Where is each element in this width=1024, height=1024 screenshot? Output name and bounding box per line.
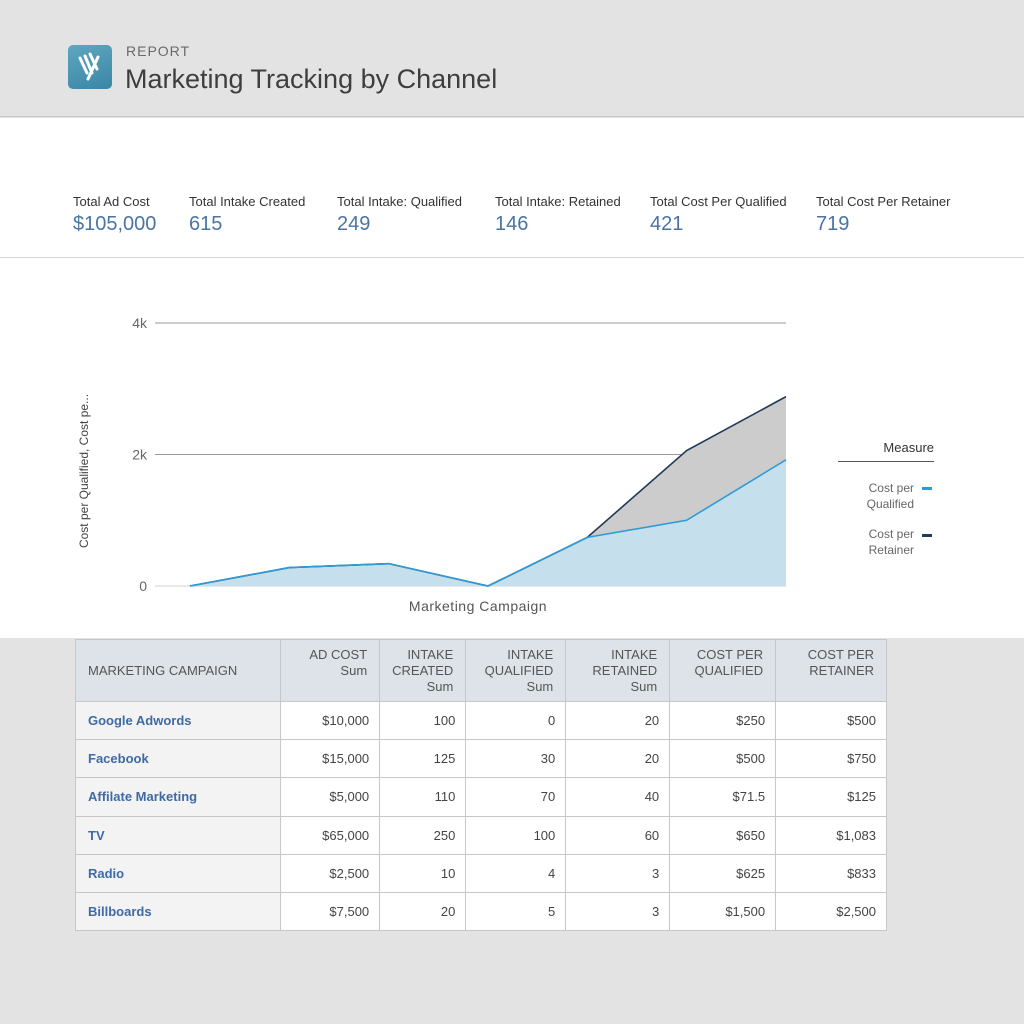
kpi-label: Total Intake Created (189, 194, 306, 209)
legend-label-line1: Cost per (868, 527, 914, 541)
table-cell: 3 (565, 853, 671, 893)
table-cell: $7,500 (280, 891, 381, 932)
kpi-total-intake-qualified: Total Intake: Qualified 249 (337, 194, 462, 236)
table-cell: 5 (465, 891, 567, 932)
kpi-label: Total Intake: Retained (495, 194, 621, 209)
column-header-cost-per-retainer[interactable]: COST PER RETAINER (775, 639, 887, 702)
page-title: Marketing Tracking by Channel (125, 64, 498, 94)
kpi-label: Total Ad Cost (73, 194, 150, 209)
table-cell: $5,000 (280, 777, 381, 817)
kpi-value: 146 (495, 213, 529, 235)
report-label: REPORT (126, 43, 191, 59)
table-cell: 125 (379, 739, 467, 779)
kpi-total-intake-retained: Total Intake: Retained 146 (495, 194, 621, 236)
table-cell: 100 (379, 700, 467, 741)
table-cell: 110 (379, 777, 467, 817)
report-body: Total Ad Cost $105,000 Total Intake Crea… (0, 118, 1024, 638)
area-series-1 (190, 459, 786, 586)
kpi-label: Total Cost Per Retainer (816, 194, 951, 209)
table-cell: 3 (565, 891, 671, 932)
column-header-cost-per-qualified[interactable]: COST PER QUALIFIED (669, 639, 777, 702)
x-axis-label: Marketing Campaign (409, 598, 547, 614)
table-cell: $625 (669, 853, 777, 893)
table-cell: $71.5 (669, 777, 777, 817)
line-series-1[interactable] (189, 459, 787, 587)
campaign-link[interactable]: Affilate Marketing (74, 777, 282, 817)
table-cell: 20 (565, 700, 671, 741)
table-cell: 30 (465, 739, 567, 779)
legend-label-line1: Cost per (868, 481, 914, 495)
column-header-ad-cost[interactable]: AD COST Sum (280, 639, 381, 702)
chart-svg: 0 2k 4k Marketing Campaign Cost per Qualif… (77, 315, 787, 614)
kpi-total-ad-cost: Total Ad Cost $105,000 (73, 194, 156, 236)
area-chart: 0 2k 4k Marketing Campaign Cost per Qualif… (0, 258, 1024, 638)
kpi-value: 421 (650, 213, 684, 235)
kpi-total-intake-created: Total Intake Created 615 (189, 194, 305, 236)
kpi-label: Total Intake: Qualified (337, 194, 463, 209)
campaign-link[interactable]: TV (74, 815, 282, 855)
table-cell: 20 (565, 739, 671, 779)
column-header-intake-retained[interactable]: INTAKE RETAINED Sum (565, 639, 671, 702)
table-cell: 4 (465, 853, 567, 893)
legend-swatch-qualified (922, 487, 932, 490)
table-row: Facebook $15,000 125 30 20 $500 $750 (74, 739, 887, 779)
table-cell: 10 (379, 853, 467, 893)
table-cell: 250 (379, 815, 467, 855)
table-row: Radio $2,500 10 4 3 $625 $833 (74, 853, 887, 893)
legend-label-line2: Retainer (868, 543, 914, 557)
table-cell: $500 (775, 700, 887, 741)
legend-title: Measure (838, 440, 934, 462)
table-cell: $750 (775, 739, 887, 779)
campaign-link[interactable]: Radio (74, 853, 282, 893)
table-cell: $15,000 (280, 739, 381, 779)
legend-item-cost-per-retainer[interactable]: Cost per Retainer (838, 526, 914, 558)
kpi-value: $105,000 (73, 213, 157, 235)
y-tick-label: 2k (132, 447, 148, 463)
column-header-intake-qualified[interactable]: INTAKE QUALIFIED Sum (465, 639, 567, 702)
table-cell: $500 (669, 739, 777, 779)
campaign-link[interactable]: Google Adwords (74, 700, 282, 741)
report-header: REPORT Marketing Tracking by Channel (0, 0, 1024, 117)
brand-logo-icon[interactable] (68, 45, 112, 89)
kpi-row: Total Ad Cost $105,000 Total Intake Crea… (0, 118, 1024, 258)
table-header-row: MARKETING CAMPAIGN AD COST Sum INTAKE CREA… (74, 639, 887, 702)
column-header-intake-created[interactable]: INTAKE CREATED Sum (379, 639, 467, 702)
table-cell: $65,000 (280, 815, 381, 855)
legend-item-cost-per-qualified[interactable]: Cost per Qualified (838, 480, 914, 512)
table-cell: 70 (465, 777, 567, 817)
table-cell: 40 (565, 777, 671, 817)
kpi-label: Total Cost Per Qualified (650, 194, 787, 209)
table-cell: $2,500 (280, 853, 381, 893)
table-row: Google Adwords $10,000 100 0 20 $250 $50… (74, 700, 887, 741)
table-cell: $250 (669, 700, 777, 741)
campaign-link[interactable]: Billboards (74, 891, 282, 932)
table-cell: $1,500 (669, 891, 777, 932)
y-tick-label: 0 (139, 578, 147, 594)
column-header-campaign[interactable]: MARKETING CAMPAIGN (74, 639, 282, 702)
legend-swatch-retainer (922, 534, 932, 537)
table-cell: 100 (465, 815, 567, 855)
table-cell: $2,500 (775, 891, 887, 932)
table-row: Affilate Marketing $5,000 110 70 40 $71.… (74, 777, 887, 817)
table-cell: 0 (465, 700, 567, 741)
campaign-link[interactable]: Facebook (74, 739, 282, 779)
table-cell: $833 (775, 853, 887, 893)
kpi-value: 719 (816, 213, 850, 235)
table-row: Billboards $7,500 20 5 3 $1,500 $2,500 (74, 891, 887, 932)
kpi-value: 249 (337, 213, 371, 235)
table-cell: $1,083 (775, 815, 887, 855)
table-cell: $125 (775, 777, 887, 817)
kpi-total-cost-per-retainer: Total Cost Per Retainer 719 (816, 194, 950, 236)
y-axis-label: Cost per Qualified, Cost pe... (77, 394, 91, 548)
y-tick-label: 4k (132, 315, 148, 331)
table-cell: 20 (379, 891, 467, 932)
table-cell: $10,000 (280, 700, 381, 741)
kpi-value: 615 (189, 213, 223, 235)
table-cell: 60 (565, 815, 671, 855)
legend-label-line2: Qualified (866, 497, 914, 511)
kpi-total-cost-per-qualified: Total Cost Per Qualified 421 (650, 194, 787, 236)
table-row: TV $65,000 250 100 60 $650 $1,083 (74, 815, 887, 855)
campaign-table: MARKETING CAMPAIGN AD COST Sum INTAKE CREA… (74, 639, 887, 932)
table-cell: $650 (669, 815, 777, 855)
